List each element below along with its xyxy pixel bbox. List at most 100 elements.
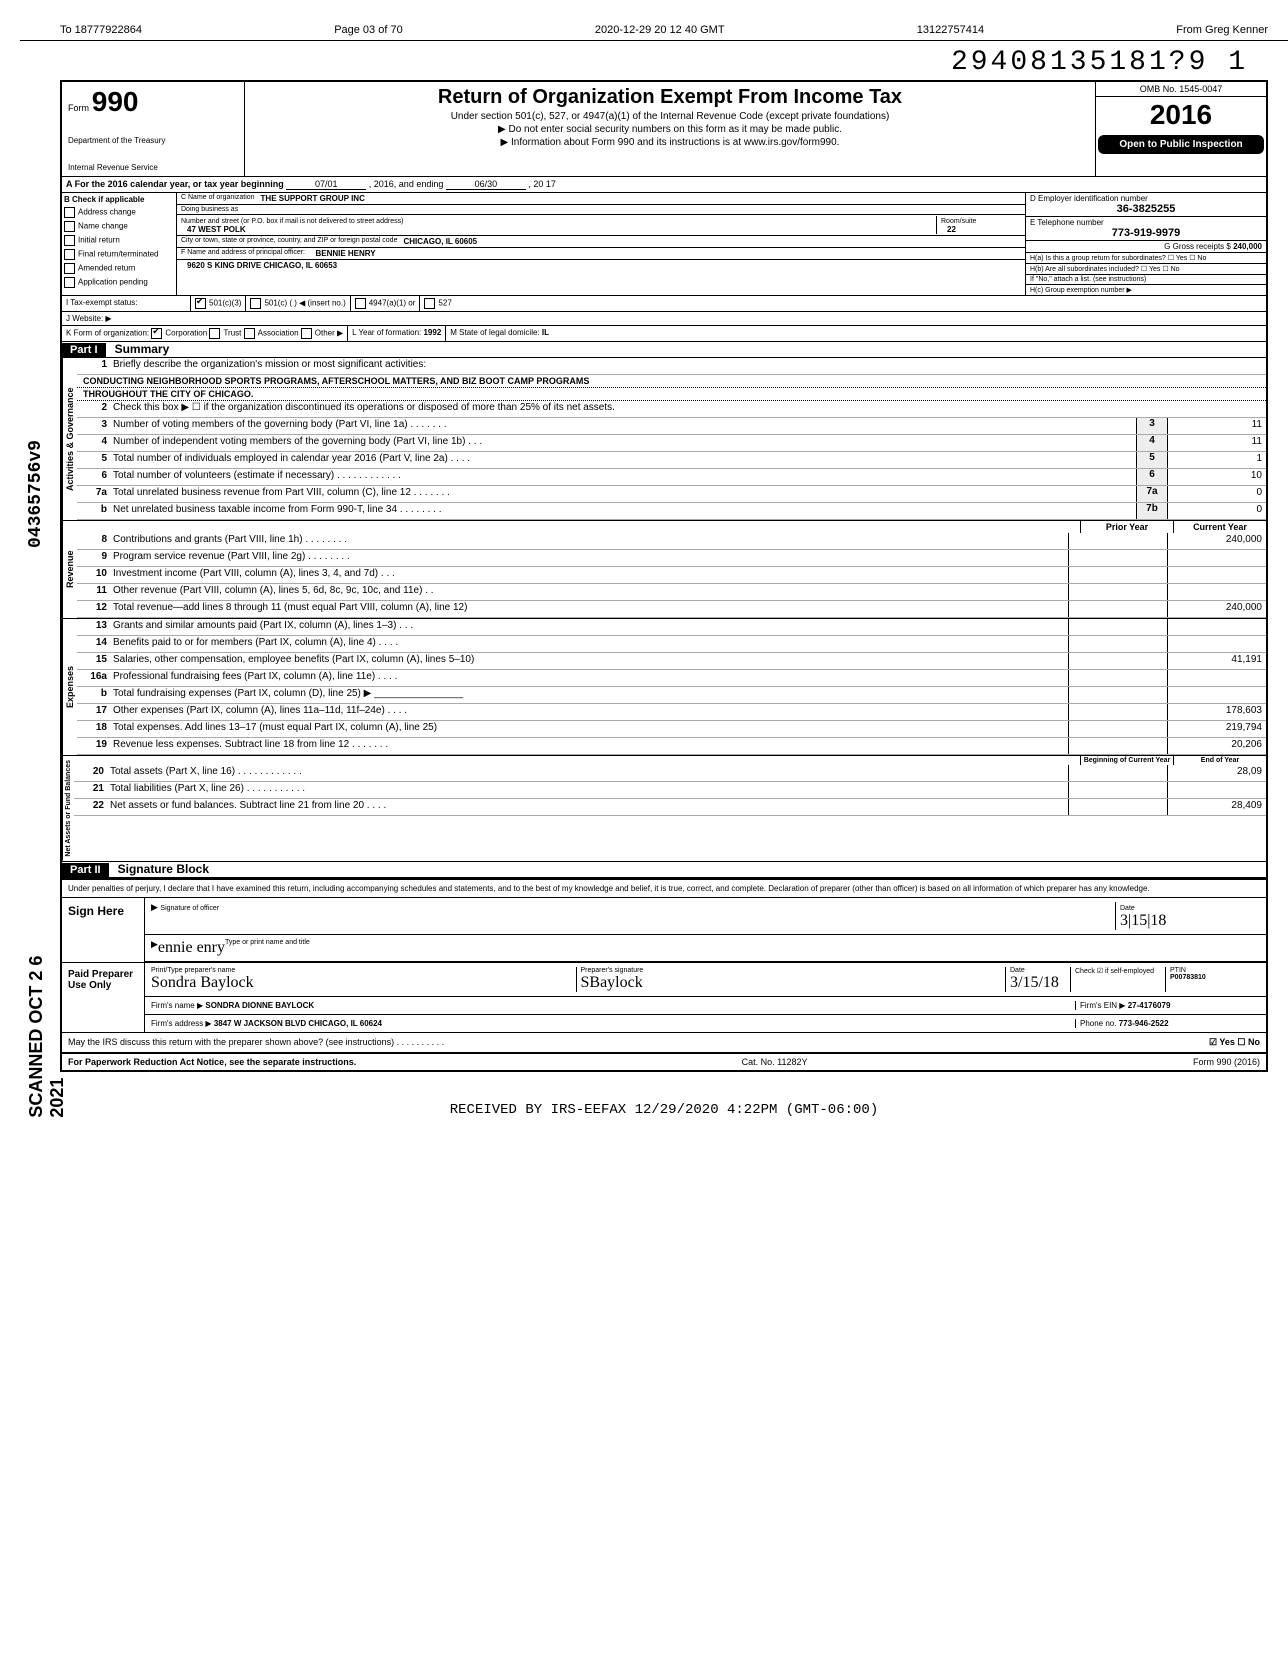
label-corporation: Corporation: [165, 329, 207, 338]
line-box: 5: [1136, 452, 1167, 468]
label-address-change: Address change: [78, 208, 136, 217]
label-501c3: 501(c)(3): [209, 299, 241, 308]
side-dln-stamp: 04365756v9: [26, 440, 46, 548]
line-box: 6: [1136, 469, 1167, 485]
prior-year-amount: [1068, 567, 1167, 583]
open-to-public-badge: Open to Public Inspection: [1098, 135, 1264, 154]
line-num: 17: [77, 704, 111, 720]
current-year-amount: 178,603: [1167, 704, 1266, 720]
current-year-amount: [1167, 619, 1266, 635]
line-amount: 0: [1167, 503, 1266, 519]
line-2-discontinued: Check this box ▶ ☐ if the organization d…: [111, 401, 1266, 417]
discuss-with-preparer: May the IRS discuss this return with the…: [68, 1037, 1160, 1048]
paid-preparer-label: Paid Preparer Use Only: [62, 963, 145, 1032]
officer-sign-date: 3|15|18: [1120, 912, 1166, 929]
prior-year-amount: [1068, 533, 1167, 549]
officer-name-typed: ennie enry: [158, 939, 225, 957]
check-501c3[interactable]: [195, 298, 206, 309]
current-year-amount: [1167, 567, 1266, 583]
label-tax-exempt: I Tax-exempt status:: [62, 296, 191, 311]
label-website: J Website: ▶: [62, 312, 1266, 325]
line-desc: Revenue less expenses. Subtract line 18 …: [111, 738, 1068, 754]
check-final-return[interactable]: [64, 249, 75, 260]
line-num: 19: [77, 738, 111, 754]
state-domicile: IL: [542, 328, 549, 337]
label-prep-date: Date: [1010, 967, 1025, 974]
current-year-amount: 219,794: [1167, 721, 1266, 737]
label-association: Association: [258, 329, 299, 338]
label-final-return: Final return/terminated: [78, 250, 158, 259]
line-desc: Number of independent voting members of …: [111, 435, 1136, 451]
check-other-org[interactable]: [301, 328, 312, 339]
prior-year-amount: [1068, 601, 1167, 617]
label-dba: Doing business as: [181, 206, 238, 213]
part-ii-title: Signature Block: [112, 860, 215, 878]
line-num: 13: [77, 619, 111, 635]
current-year-amount: 20,206: [1167, 738, 1266, 754]
part-i-bar: Part I: [62, 343, 106, 357]
line-a-mid: , 2016, and ending: [369, 179, 444, 189]
line-desc: Total liabilities (Part X, line 26) . . …: [108, 782, 1068, 798]
paperwork-reduction-notice: For Paperwork Reduction Act Notice, see …: [68, 1057, 356, 1067]
preparer-signature: SBaylock: [581, 974, 643, 991]
check-association[interactable]: [244, 328, 255, 339]
line-num: b: [77, 687, 111, 703]
line-desc: Professional fundraising fees (Part IX, …: [111, 670, 1068, 686]
label-sig-officer: Signature of officer: [160, 905, 219, 912]
line-desc: Investment income (Part VIII, column (A)…: [111, 567, 1068, 583]
check-name-change[interactable]: [64, 221, 75, 232]
fax-header: To 18777922864 Page 03 of 70 2020-12-29 …: [20, 20, 1288, 41]
current-year-amount: 41,191: [1167, 653, 1266, 669]
check-self-employed: Check ☑ if self-employed: [1070, 967, 1165, 992]
check-501c[interactable]: [250, 298, 261, 309]
label-gross: G Gross receipts $: [1164, 242, 1231, 251]
prior-year-amount: [1068, 782, 1167, 798]
fax-to: To 18777922864: [60, 24, 142, 36]
current-year-amount: [1167, 687, 1266, 703]
check-trust[interactable]: [209, 328, 220, 339]
dept-treasury: Department of the Treasury: [68, 136, 238, 145]
check-4947a1[interactable]: [355, 298, 366, 309]
current-year-amount: [1167, 584, 1266, 600]
sign-here-label: Sign Here: [62, 898, 145, 962]
prior-year-amount: [1068, 738, 1167, 754]
label-firm-ein: Firm's EIN ▶: [1080, 1001, 1125, 1010]
check-527[interactable]: [424, 298, 435, 309]
current-year-amount: [1167, 670, 1266, 686]
section-b-checks: B Check if applicable Address change Nam…: [62, 193, 177, 295]
current-year-amount: 240,000: [1167, 601, 1266, 617]
prior-year-amount: [1068, 721, 1167, 737]
line-box: 7b: [1136, 503, 1167, 519]
preparer-date: 3/15/18: [1010, 974, 1059, 991]
label-initial-return: Initial return: [78, 236, 120, 245]
line-num: 4: [77, 435, 111, 451]
line-num: 16a: [77, 670, 111, 686]
fax-timestamp: 2020-12-29 20 12 40 GMT: [595, 24, 725, 36]
line-num: b: [77, 503, 111, 519]
current-year-amount: 28,409: [1167, 799, 1266, 815]
hb-subordinates: H(b) Are all subordinates included? ☐ Ye…: [1026, 264, 1266, 275]
check-app-pending[interactable]: [64, 277, 75, 288]
line-num: 14: [77, 636, 111, 652]
part-ii-bar: Part II: [62, 863, 109, 877]
gross-receipts: 240,000: [1233, 242, 1262, 251]
check-initial-return[interactable]: [64, 235, 75, 246]
officer-address: 9620 S KING DRIVE CHICAGO, IL 60653: [187, 261, 337, 270]
check-corporation[interactable]: [151, 328, 162, 339]
label-preparer-sig: Preparer's signature: [581, 967, 644, 974]
line-desc: Total unrelated business revenue from Pa…: [111, 486, 1136, 502]
discuss-yes-no: ☑ Yes ☐ No: [1160, 1037, 1260, 1048]
label-trust: Trust: [223, 329, 241, 338]
officer-name: BENNIE HENRY: [315, 249, 375, 258]
label-phone: E Telephone number: [1030, 218, 1104, 227]
catalog-number: Cat. No. 11282Y: [742, 1057, 808, 1067]
firm-ein: 27-4176079: [1128, 1001, 1171, 1010]
check-address-change[interactable]: [64, 207, 75, 218]
phone: 773-919-9979: [1030, 227, 1262, 239]
current-year-amount: [1167, 782, 1266, 798]
label-other-org: Other ▶: [315, 329, 343, 338]
street: 47 WEST POLK: [187, 225, 246, 234]
tax-year-begin: 07/01: [286, 179, 366, 190]
subtitle-ssn-warning: ▶ Do not enter social security numbers o…: [249, 124, 1091, 135]
check-amended[interactable]: [64, 263, 75, 274]
